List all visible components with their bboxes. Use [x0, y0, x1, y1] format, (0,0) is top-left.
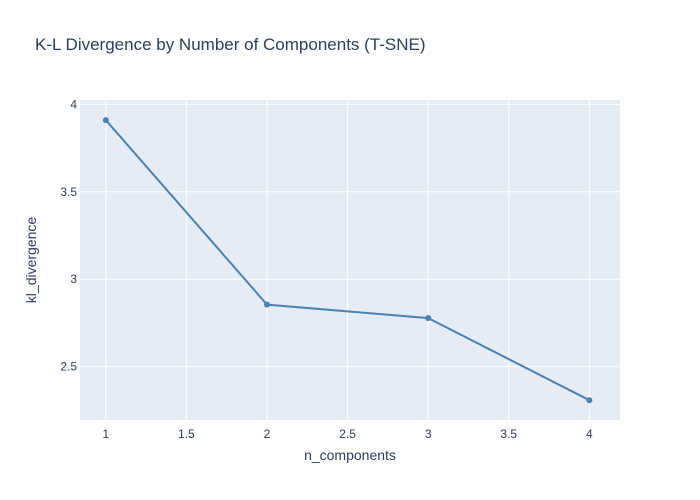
data-point: [102, 117, 109, 124]
x-tick-labels: 1 1.5 2 2.5 3 3.5 4: [102, 427, 593, 441]
plot-area: [80, 100, 620, 420]
x-tick-label: 1.5: [178, 427, 195, 441]
series-line-group: [102, 117, 593, 404]
y-tick-label: 3.5: [60, 185, 77, 199]
x-tick-label: 1: [102, 427, 109, 441]
x-tick-label: 2.5: [339, 427, 356, 441]
y-tick-label: 3: [70, 272, 77, 286]
y-tick-labels: 2.5 3 3.5 4: [60, 97, 77, 373]
y-axis-title: kl_divergence: [23, 217, 39, 304]
x-tick-label: 4: [586, 427, 593, 441]
x-tick-label: 3: [425, 427, 432, 441]
x-gridlines: [105, 100, 590, 420]
y-gridlines: [80, 103, 620, 368]
data-point: [425, 315, 432, 322]
series-line: [105, 119, 590, 402]
data-point: [586, 397, 593, 404]
y-tick-label: 4: [70, 97, 77, 111]
x-axis-title: n_components: [304, 447, 396, 463]
x-tick-label: 2: [264, 427, 271, 441]
chart-title: K-L Divergence by Number of Components (…: [35, 35, 426, 54]
x-tick-label: 3.5: [500, 427, 517, 441]
y-tick-label: 2.5: [60, 360, 77, 374]
data-point: [263, 301, 270, 308]
